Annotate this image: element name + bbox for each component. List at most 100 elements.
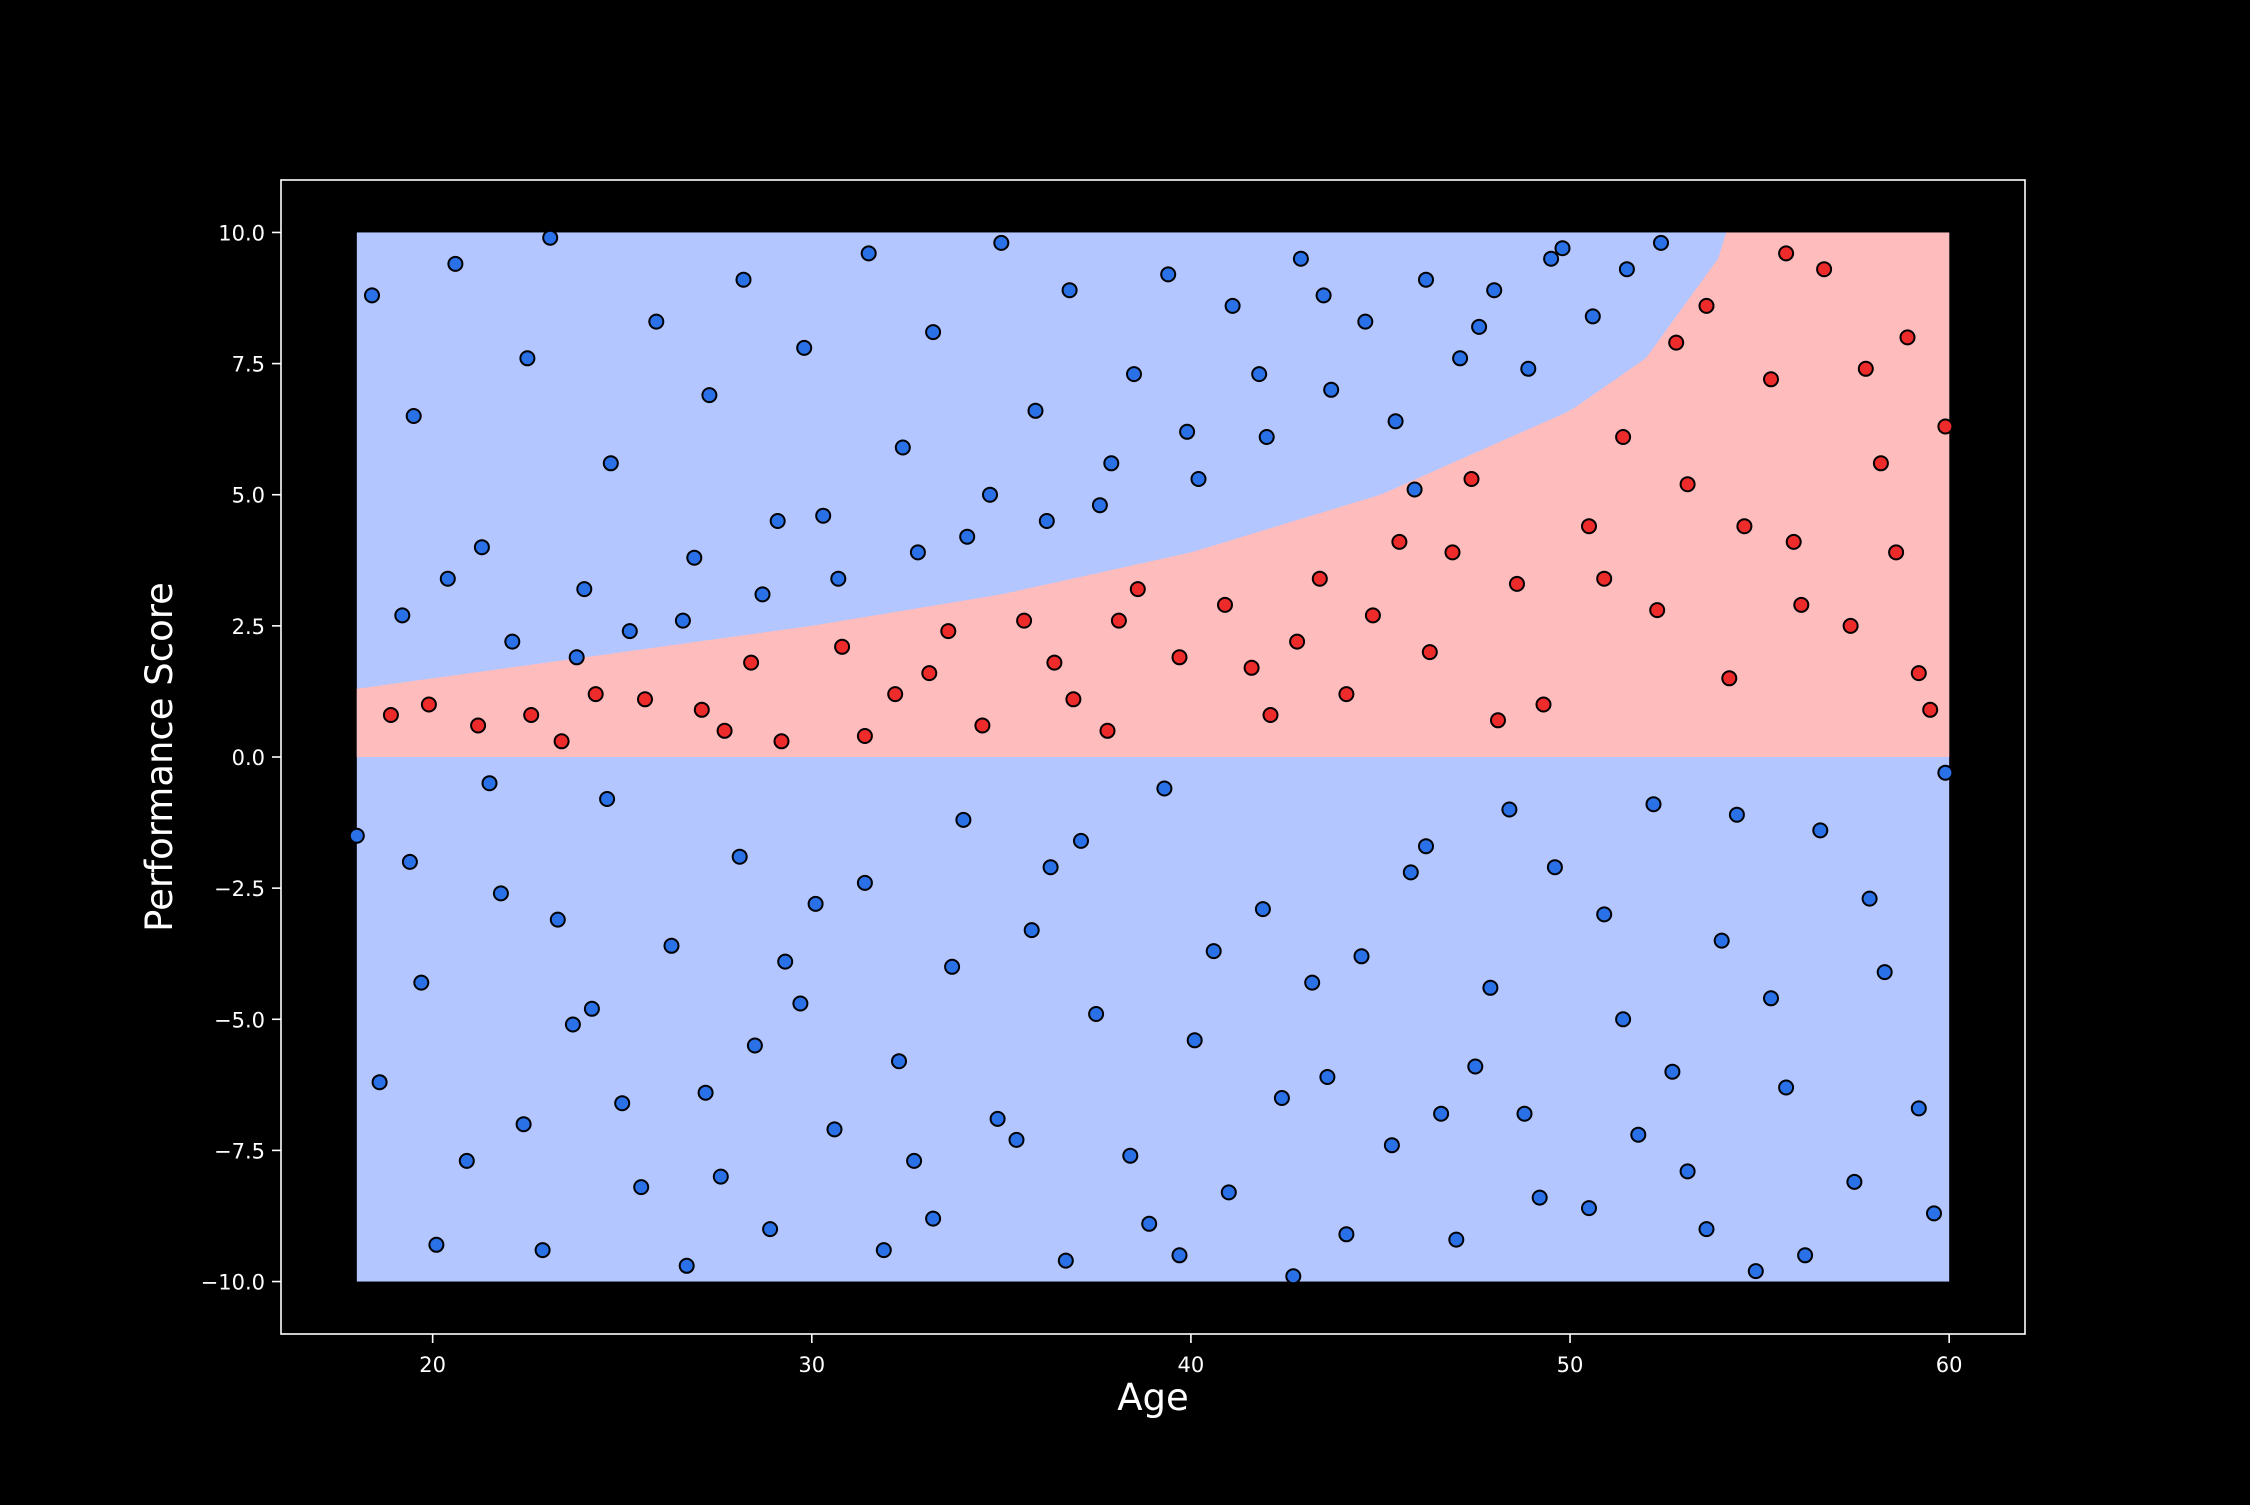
positive-point — [1615, 429, 1632, 445]
negative-point — [1679, 1163, 1696, 1180]
positive-point — [1763, 371, 1779, 388]
data-points — [348, 229, 1954, 1285]
positive-point — [1581, 518, 1597, 535]
negative-point — [1861, 890, 1878, 907]
negative-point — [1338, 1226, 1355, 1243]
negative-point — [746, 1037, 763, 1054]
negative-point — [1645, 796, 1662, 813]
positive-point — [1721, 670, 1738, 687]
negative-point — [1205, 943, 1222, 960]
negative-point — [762, 1221, 779, 1238]
negative-point — [686, 549, 703, 566]
positive-point — [1857, 360, 1874, 377]
negative-point — [1042, 859, 1059, 876]
negative-point — [1383, 1137, 1400, 1154]
negative-point — [1224, 297, 1241, 314]
negative-point — [1448, 1231, 1465, 1248]
negative-point — [754, 586, 771, 603]
positive-point — [693, 701, 710, 718]
positive-point — [1778, 245, 1795, 262]
negative-point — [1926, 1205, 1942, 1222]
negative-point — [534, 1242, 551, 1259]
negative-point — [481, 775, 498, 792]
x-tick-label: 20 — [419, 1353, 446, 1377]
positive-point — [1016, 612, 1033, 629]
negative-point — [1073, 832, 1089, 849]
positive-point — [1910, 665, 1927, 682]
negative-point — [1387, 413, 1404, 430]
negative-point — [1516, 1105, 1533, 1122]
negative-point — [394, 607, 411, 624]
negative-point — [633, 1179, 650, 1196]
negative-point — [1023, 922, 1040, 939]
negative-point — [777, 953, 794, 970]
positive-point — [1171, 649, 1188, 666]
positive-point — [587, 686, 604, 703]
positive-point — [1899, 329, 1916, 346]
negative-point — [648, 313, 665, 330]
positive-point — [420, 696, 437, 713]
negative-point — [1179, 423, 1196, 440]
negative-point — [576, 581, 593, 598]
positive-point — [743, 654, 760, 671]
negative-point — [428, 1236, 445, 1253]
negative-point — [515, 1116, 532, 1133]
positive-point — [1289, 633, 1306, 650]
negative-point — [674, 612, 691, 629]
negative-point — [909, 544, 926, 561]
negative-point — [1728, 806, 1745, 823]
positive-point — [1364, 607, 1381, 624]
negative-point — [989, 1110, 1006, 1127]
negative-point — [458, 1152, 475, 1169]
negative-point — [731, 848, 748, 865]
negative-point — [959, 528, 976, 545]
negative-point — [348, 827, 365, 844]
negative-point — [1546, 859, 1563, 876]
positive-point — [834, 638, 851, 655]
positive-point — [1311, 570, 1328, 587]
positive-point — [382, 707, 399, 723]
negative-point — [769, 513, 786, 529]
negative-point — [1418, 271, 1434, 288]
negative-point — [568, 649, 585, 666]
positive-point — [1463, 471, 1480, 487]
negative-point — [1452, 350, 1469, 367]
negative-point — [807, 895, 824, 912]
x-axis-ticks: 20 30 40 50 60 — [419, 1334, 1963, 1377]
positive-point — [523, 707, 540, 723]
negative-point — [1061, 282, 1078, 299]
negative-point — [1126, 366, 1142, 383]
negative-point — [1353, 948, 1370, 965]
positive-point — [1842, 617, 1859, 634]
negative-point — [826, 1121, 843, 1138]
negative-point — [1433, 1105, 1450, 1122]
negative-point — [792, 995, 809, 1012]
positive-point — [1668, 334, 1685, 351]
negative-point — [1937, 764, 1954, 781]
positive-point — [1649, 602, 1666, 619]
negative-point — [519, 350, 536, 367]
decision-regions — [356, 232, 1950, 1282]
y-tick-label: 10.0 — [218, 221, 265, 245]
positive-point — [1922, 701, 1939, 718]
positive-point — [1444, 544, 1461, 561]
positive-point — [637, 691, 653, 708]
positive-point — [1065, 691, 1082, 708]
negative-point — [1319, 1069, 1336, 1085]
negative-point — [564, 1016, 581, 1033]
negative-point — [830, 570, 847, 587]
negative-point — [944, 958, 961, 975]
negative-point — [1763, 990, 1779, 1007]
negative-point — [1797, 1247, 1814, 1264]
negative-point — [1273, 1090, 1290, 1106]
negative-point — [1698, 1221, 1715, 1238]
positive-class-region — [356, 232, 1950, 757]
negative-point — [602, 455, 619, 472]
positive-point — [1391, 533, 1408, 550]
negative-point — [1531, 1189, 1548, 1206]
negative-point — [1103, 455, 1120, 472]
negative-point — [1038, 513, 1055, 529]
negative-point — [1615, 1011, 1632, 1028]
negative-point — [1406, 481, 1423, 498]
